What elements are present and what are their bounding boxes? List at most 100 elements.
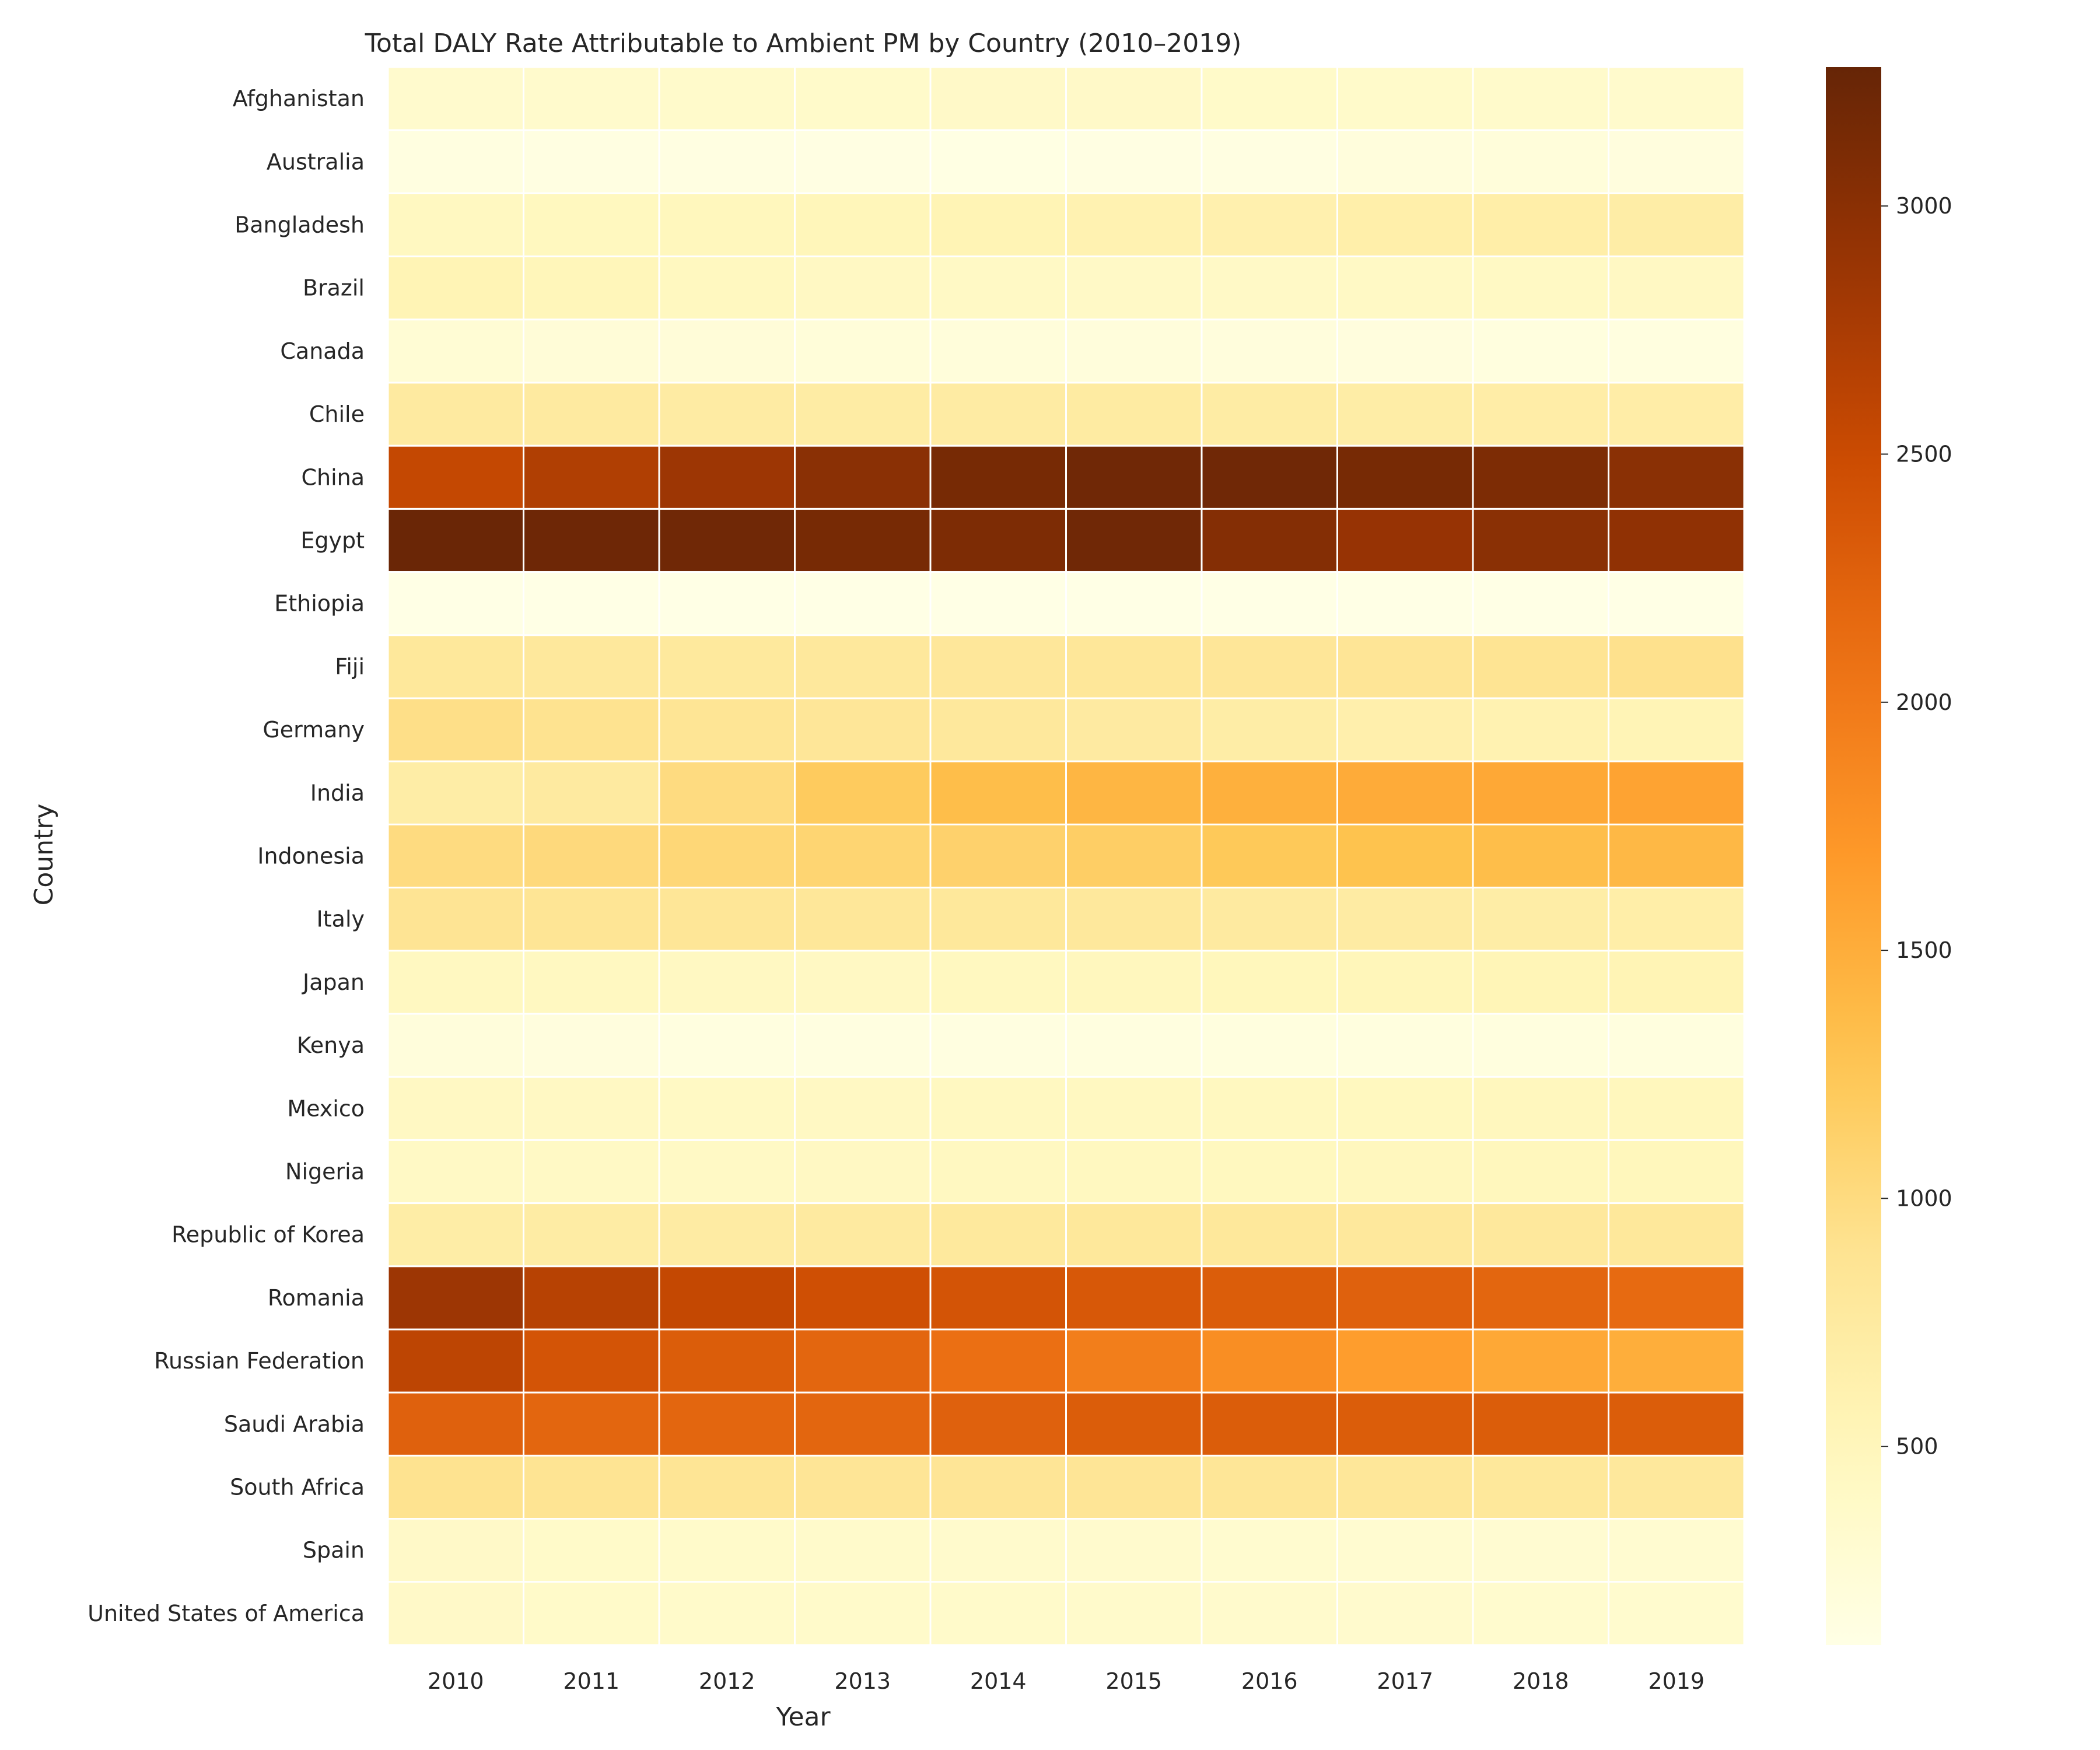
x-tick-label: 2010 xyxy=(428,1668,484,1694)
heatmap-cell xyxy=(1065,318,1203,384)
heatmap-cell xyxy=(1608,1581,1745,1646)
heatmap-cell xyxy=(1608,697,1745,762)
heatmap-cell xyxy=(929,1391,1067,1457)
heatmap-cell xyxy=(794,1202,932,1268)
heatmap-cell xyxy=(1065,1581,1203,1646)
heatmap-cell xyxy=(1472,823,1609,889)
heatmap-cell xyxy=(658,382,796,447)
heatmap-cell xyxy=(1336,1454,1474,1520)
heatmap-cell xyxy=(523,1076,660,1141)
heatmap-cell xyxy=(929,1076,1067,1141)
heatmap-cell xyxy=(794,1581,932,1646)
y-tick-label: Australia xyxy=(267,149,365,174)
heatmap-cell xyxy=(387,192,524,258)
heatmap-cell xyxy=(929,887,1067,952)
heatmap-cell xyxy=(1336,1076,1474,1141)
heatmap-cell xyxy=(1065,950,1203,1015)
heatmap-cell xyxy=(794,823,932,889)
heatmap-cell xyxy=(523,256,660,321)
heatmap-cell xyxy=(658,508,796,573)
heatmap-cell xyxy=(929,1265,1067,1331)
heatmap-cell xyxy=(387,1076,524,1141)
heatmap-cell xyxy=(1472,950,1609,1015)
heatmap-cell xyxy=(1065,192,1203,258)
heatmap-cell xyxy=(1608,382,1745,447)
heatmap-cell xyxy=(794,192,932,258)
heatmap-cell xyxy=(929,1328,1067,1394)
heatmap-cell xyxy=(658,1265,796,1331)
heatmap-cell xyxy=(387,508,524,573)
y-tick-label: Saudi Arabia xyxy=(224,1411,365,1437)
heatmap-cell xyxy=(387,1139,524,1205)
heatmap-cell xyxy=(929,318,1067,384)
y-tick-label: China xyxy=(301,464,365,490)
y-tick-label: Russian Federation xyxy=(154,1348,365,1374)
heatmap-cell xyxy=(1608,508,1745,573)
heatmap-cell xyxy=(387,66,524,131)
heatmap-cell xyxy=(1472,129,1609,194)
heatmap-cell xyxy=(523,1202,660,1268)
y-tick-label: South Africa xyxy=(230,1475,365,1500)
heatmap-cell xyxy=(1608,318,1745,384)
heatmap-cell xyxy=(1608,1139,1745,1205)
heatmap-cell xyxy=(387,382,524,447)
heatmap-cell xyxy=(387,1581,524,1646)
y-tick-label: Canada xyxy=(280,338,365,364)
heatmap-cell xyxy=(387,444,524,510)
heatmap-cell xyxy=(1065,1076,1203,1141)
heatmap-cell xyxy=(1336,1265,1474,1331)
x-tick-label: 2013 xyxy=(834,1668,891,1694)
heatmap-cell xyxy=(794,697,932,762)
heatmap-cell xyxy=(1200,382,1338,447)
heatmap-cell xyxy=(929,192,1067,258)
heatmap-cell xyxy=(1200,1076,1338,1141)
heatmap-cell xyxy=(1065,760,1203,825)
heatmap-cell xyxy=(658,1013,796,1078)
heatmap-cell xyxy=(1608,1454,1745,1520)
heatmap-cell xyxy=(1336,887,1474,952)
heatmap-cell xyxy=(794,318,932,384)
heatmap-cell xyxy=(1472,318,1609,384)
heatmap-cell xyxy=(1336,1139,1474,1205)
heatmap-cell xyxy=(1065,1328,1203,1394)
heatmap-cell xyxy=(1065,1202,1203,1268)
heatmap-cell xyxy=(1336,508,1474,573)
colorbar-gradient xyxy=(1826,67,1881,1645)
heatmap-cell xyxy=(523,66,660,131)
heatmap-cell xyxy=(387,256,524,321)
heatmap-cell xyxy=(1336,382,1474,447)
heatmap-cell xyxy=(929,1581,1067,1646)
x-tick-label: 2015 xyxy=(1105,1668,1162,1694)
heatmap-cell xyxy=(1472,1391,1609,1457)
heatmap-cell xyxy=(387,823,524,889)
colorbar-ticks: 500 1000 1500 2000 2500 3000 xyxy=(1881,193,1952,1460)
heatmap-cell xyxy=(1472,1202,1609,1268)
heatmap-cell xyxy=(1608,950,1745,1015)
heatmap-cell xyxy=(1336,129,1474,194)
x-tick-label: 2011 xyxy=(563,1668,620,1694)
heatmap-cell xyxy=(1065,256,1203,321)
heatmap-cell xyxy=(1336,1581,1474,1646)
x-tick-label: 2014 xyxy=(970,1668,1027,1694)
heatmap-cell xyxy=(794,760,932,825)
heatmap-cell xyxy=(1200,887,1338,952)
colorbar-tick-label: 2500 xyxy=(1896,441,1952,467)
heatmap-cell xyxy=(1336,444,1474,510)
heatmap-cell xyxy=(387,697,524,762)
heatmap-cell xyxy=(387,1265,524,1331)
y-tick-label: Afghanistan xyxy=(233,86,365,111)
heatmap-cell xyxy=(1200,508,1338,573)
y-tick-label: United States of America xyxy=(88,1601,365,1626)
heatmap-cell xyxy=(658,318,796,384)
heatmap-cell xyxy=(387,1013,524,1078)
colorbar-tick-label: 2000 xyxy=(1896,690,1952,715)
heatmap-cell xyxy=(929,571,1067,636)
heatmap-cell xyxy=(523,1013,660,1078)
heatmap-cell xyxy=(1472,1076,1609,1141)
colorbar-tick-label: 500 xyxy=(1896,1434,1938,1460)
heatmap-cell xyxy=(1336,697,1474,762)
heatmap-cell xyxy=(1065,66,1203,131)
heatmap-cell xyxy=(1336,634,1474,699)
heatmap-cell xyxy=(1608,1328,1745,1394)
heatmap-cell xyxy=(929,634,1067,699)
